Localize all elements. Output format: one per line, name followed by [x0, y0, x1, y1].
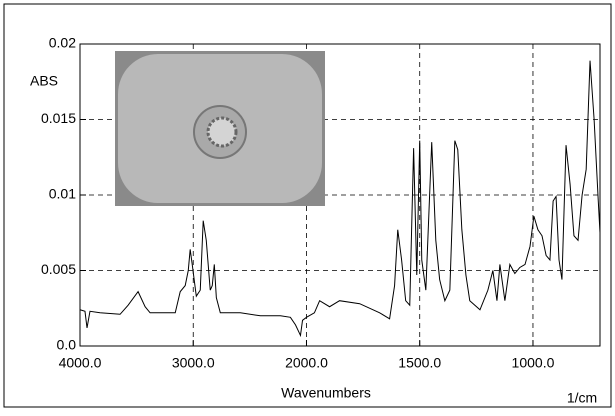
x-tick-label: 4000.0 [59, 355, 102, 371]
y-tick-label: 0.02 [49, 35, 76, 51]
x-axis-label: Wavenumbers [281, 385, 371, 401]
x-tick-label: 1500.0 [398, 355, 441, 371]
inset-image [115, 51, 325, 206]
x-tick-label: 2000.0 [285, 355, 328, 371]
y-tick-label: 0.01 [49, 186, 76, 202]
x-axis-unit: 1/cm [567, 390, 597, 406]
plot-area: 0.0 0.005 0.01 0.015 0.02 4000.0 3000.0 2000.0 1… [41, 35, 601, 371]
inset-particle [206, 116, 238, 148]
y-axis-label: ABS [30, 73, 58, 89]
x-tick-label: 1000.0 [512, 355, 555, 371]
y-tick-label: 0.0 [57, 337, 77, 353]
spectrum-line [79, 60, 601, 338]
x-tick-label: 3000.0 [172, 355, 215, 371]
plot-frame [79, 43, 601, 347]
y-tick-label: 0.015 [41, 110, 76, 126]
y-tick-label: 0.005 [41, 261, 76, 277]
